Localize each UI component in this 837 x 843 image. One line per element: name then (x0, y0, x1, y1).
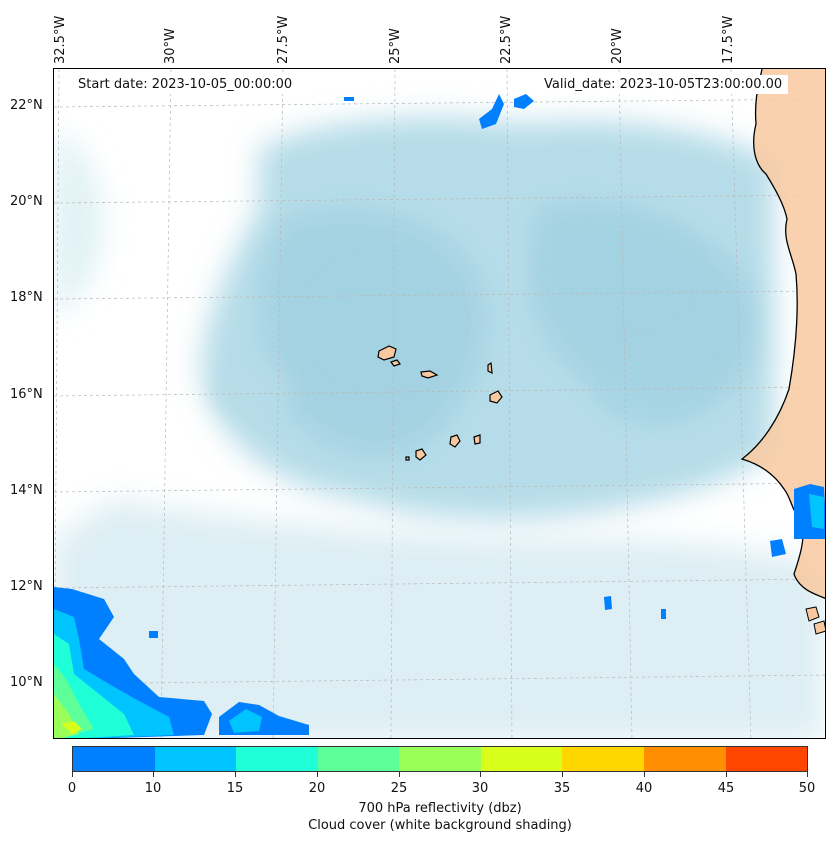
graticule (54, 69, 825, 738)
colorbar-segment-10-15 (236, 747, 318, 771)
lon-label-25w: 25°W (388, 28, 403, 64)
colorbar-tick (807, 772, 808, 777)
cloud-cover-shading (54, 117, 824, 738)
lat-label-12n: 12°N (10, 579, 43, 594)
colorbar-tick-label-15: 15 (226, 781, 244, 796)
map-canvas (54, 69, 825, 738)
colorbar-segment-15-20 (317, 747, 400, 771)
lat-label-14n: 14°N (10, 483, 43, 498)
start-date-label: Start date: 2023-10-05_00:00:00 (72, 75, 299, 94)
africa-coast-land (742, 69, 825, 599)
reflectivity-north (344, 94, 534, 129)
valid-date-label: Valid_date: 2023-10-05T23:00:00.00 (538, 75, 789, 94)
colorbar-tick (72, 772, 73, 777)
colorbar-segment-30-35 (562, 747, 644, 771)
colorbar-tick (562, 772, 563, 777)
lon-label-32-5w: 32.5°W (53, 15, 68, 64)
colorbar-segment-35-40 (643, 747, 726, 771)
lat-label-10n: 10°N (10, 675, 43, 690)
colorbar-tick (399, 772, 400, 777)
colorbar-tick-label-20: 20 (308, 781, 326, 796)
colorbar-tick-label-35: 35 (553, 781, 571, 796)
colorbar-segment-0-5 (73, 747, 155, 771)
reflectivity-colorbar (72, 746, 808, 772)
colorbar-sublabel: Cloud cover (white background shading) (308, 818, 572, 833)
colorbar-segment-40-45 (725, 747, 808, 771)
colorbar-tick (235, 772, 236, 777)
lat-label-22n: 22°N (10, 98, 43, 113)
colorbar-tick-label-30: 30 (471, 781, 489, 796)
lon-label-22-5w: 22.5°W (499, 15, 514, 64)
lat-label-16n: 16°N (10, 387, 43, 402)
colorbar-segment-5-10 (154, 747, 237, 771)
colorbar-tick-label-50: 50 (798, 781, 816, 796)
lon-label-27-5w: 27.5°W (276, 15, 291, 64)
map-panel (53, 68, 826, 739)
colorbar-segment-20-25 (399, 747, 481, 771)
cloud-cover-detail (214, 219, 714, 429)
lon-label-17-5w: 17.5°W (721, 15, 736, 64)
colorbar-label: 700 hPa reflectivity (dbz) (358, 801, 522, 816)
colorbar-tick-label-10: 10 (144, 781, 162, 796)
colorbar-tick (726, 772, 727, 777)
colorbar-tick (317, 772, 318, 777)
colorbar-tick-label-25: 25 (390, 781, 408, 796)
cape-verde-islands (377, 345, 503, 461)
colorbar-tick (644, 772, 645, 777)
reflectivity-east (604, 484, 825, 619)
lat-label-20n: 20°N (10, 194, 43, 209)
lat-label-18n: 18°N (10, 290, 43, 305)
colorbar-tick (153, 772, 154, 777)
colorbar-tick-label-40: 40 (635, 781, 653, 796)
colorbar-tick (480, 772, 481, 777)
colorbar-tick-label-0: 0 (67, 781, 77, 796)
colorbar-tick-label-45: 45 (717, 781, 735, 796)
guinea-bissau-islands (805, 606, 825, 635)
reflectivity-southwest (54, 587, 309, 738)
colorbar-segment-25-30 (480, 747, 563, 771)
lon-label-30w: 30°W (163, 28, 178, 64)
lon-label-20w: 20°W (610, 28, 625, 64)
